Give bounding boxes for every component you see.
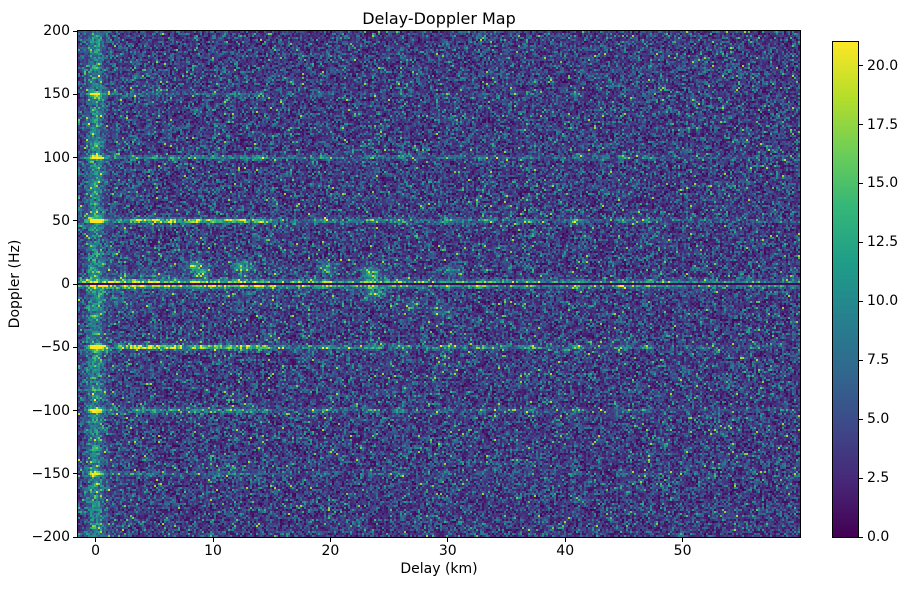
x-tick-mark: [212, 538, 214, 542]
x-tick-label: 20: [321, 543, 340, 559]
y-tick-label: −100: [31, 402, 70, 419]
colorbar-tick-label: 10.0: [867, 293, 899, 310]
colorbar-tick-mark: [859, 536, 863, 538]
y-tick-label: −50: [40, 339, 70, 356]
colorbar-tick-mark: [859, 182, 863, 184]
colorbar-tick-label: 5.0: [867, 411, 890, 428]
x-tick-mark: [329, 538, 331, 542]
y-tick-mark: [73, 346, 77, 348]
chart-title: Delay-Doppler Map: [362, 9, 516, 28]
x-tick-label: 10: [204, 543, 222, 559]
colorbar-tick-mark: [859, 65, 863, 67]
colorbar-tick-label: 7.5: [867, 352, 890, 369]
colorbar-tick-mark: [859, 124, 863, 125]
y-tick-label: −200: [31, 529, 70, 545]
y-tick-label: 0: [61, 276, 70, 292]
x-tick-label: 50: [673, 543, 692, 559]
x-tick-label: 40: [556, 543, 575, 559]
x-tick-mark: [682, 538, 684, 542]
y-tick-label: 150: [43, 86, 70, 103]
y-tick-label: 100: [43, 149, 70, 166]
y-tick-mark: [73, 473, 77, 475]
y-tick-label: −150: [31, 465, 70, 482]
x-tick-label: 0: [91, 543, 101, 559]
colorbar-tick-mark: [859, 477, 863, 479]
x-axis-label: Delay (km): [400, 561, 478, 577]
y-tick-mark: [73, 157, 77, 158]
plot-area: [77, 30, 801, 538]
y-tick-mark: [73, 30, 77, 32]
x-tick-mark: [564, 538, 566, 542]
colorbar-tick-label: 15.0: [867, 175, 899, 192]
x-tick-mark: [95, 538, 97, 542]
colorbar-tick-label: 0.0: [867, 529, 890, 545]
y-tick-label: 50: [52, 212, 70, 229]
y-axis-label: Doppler (Hz): [7, 239, 23, 329]
colorbar-tick-label: 17.5: [867, 116, 899, 133]
colorbar-tick-label: 12.5: [867, 234, 899, 251]
colorbar-tick-mark: [859, 359, 863, 361]
y-tick-mark: [73, 283, 77, 285]
y-tick-mark: [73, 93, 77, 95]
heatmap-canvas: [78, 31, 800, 537]
x-tick-mark: [447, 538, 449, 542]
colorbar: [832, 41, 859, 538]
y-tick-mark: [73, 220, 77, 222]
colorbar-tick-mark: [859, 241, 863, 243]
y-tick-label: 200: [43, 23, 70, 39]
colorbar-canvas: [833, 42, 858, 537]
colorbar-tick-label: 2.5: [867, 470, 890, 487]
y-tick-mark: [73, 410, 77, 411]
y-tick-mark: [73, 536, 77, 538]
colorbar-tick-label: 20.0: [867, 57, 899, 74]
colorbar-tick-mark: [859, 300, 863, 302]
x-tick-label: 30: [438, 543, 457, 559]
colorbar-tick-mark: [859, 418, 863, 420]
